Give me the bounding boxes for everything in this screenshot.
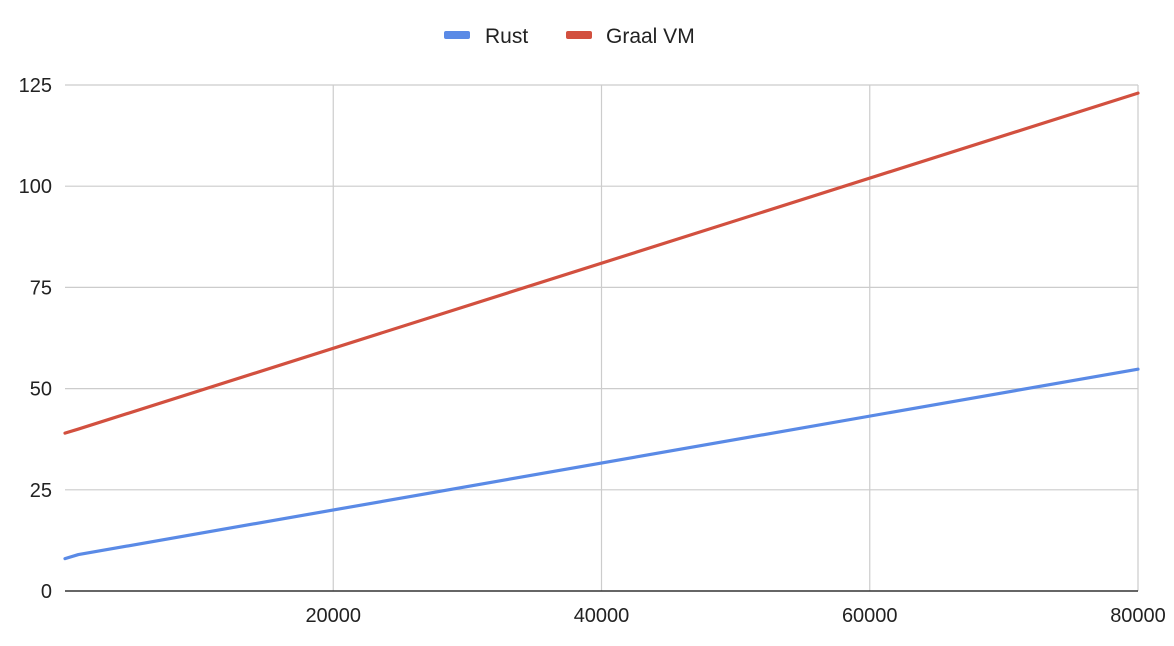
y-tick-label: 125 [19, 75, 52, 97]
legend: Rust Graal VM [444, 25, 695, 48]
legend-swatch [444, 31, 470, 39]
y-tick-label: 100 [19, 176, 52, 198]
y-tick-label: 75 [30, 277, 52, 299]
series-line-graal-vm [63, 91, 1140, 435]
legend-swatch [566, 31, 592, 39]
legend-label: Rust [485, 25, 528, 48]
series-line-rust [63, 367, 1140, 561]
gridlines [65, 84, 1139, 591]
x-axis-ticks: 20000 40000 60000 80000 [305, 605, 1165, 627]
series-lines [63, 91, 1140, 561]
x-tick-label: 80000 [1110, 605, 1166, 627]
x-tick-label: 20000 [305, 605, 361, 627]
x-tick-label: 40000 [574, 605, 630, 627]
x-tick-label: 60000 [842, 605, 898, 627]
y-tick-label: 50 [30, 379, 52, 401]
legend-label: Graal VM [606, 25, 695, 48]
y-tick-label: 25 [30, 480, 52, 502]
y-tick-label: 0 [41, 581, 52, 603]
y-axis-ticks: 0 25 50 75 100 125 [19, 75, 52, 603]
